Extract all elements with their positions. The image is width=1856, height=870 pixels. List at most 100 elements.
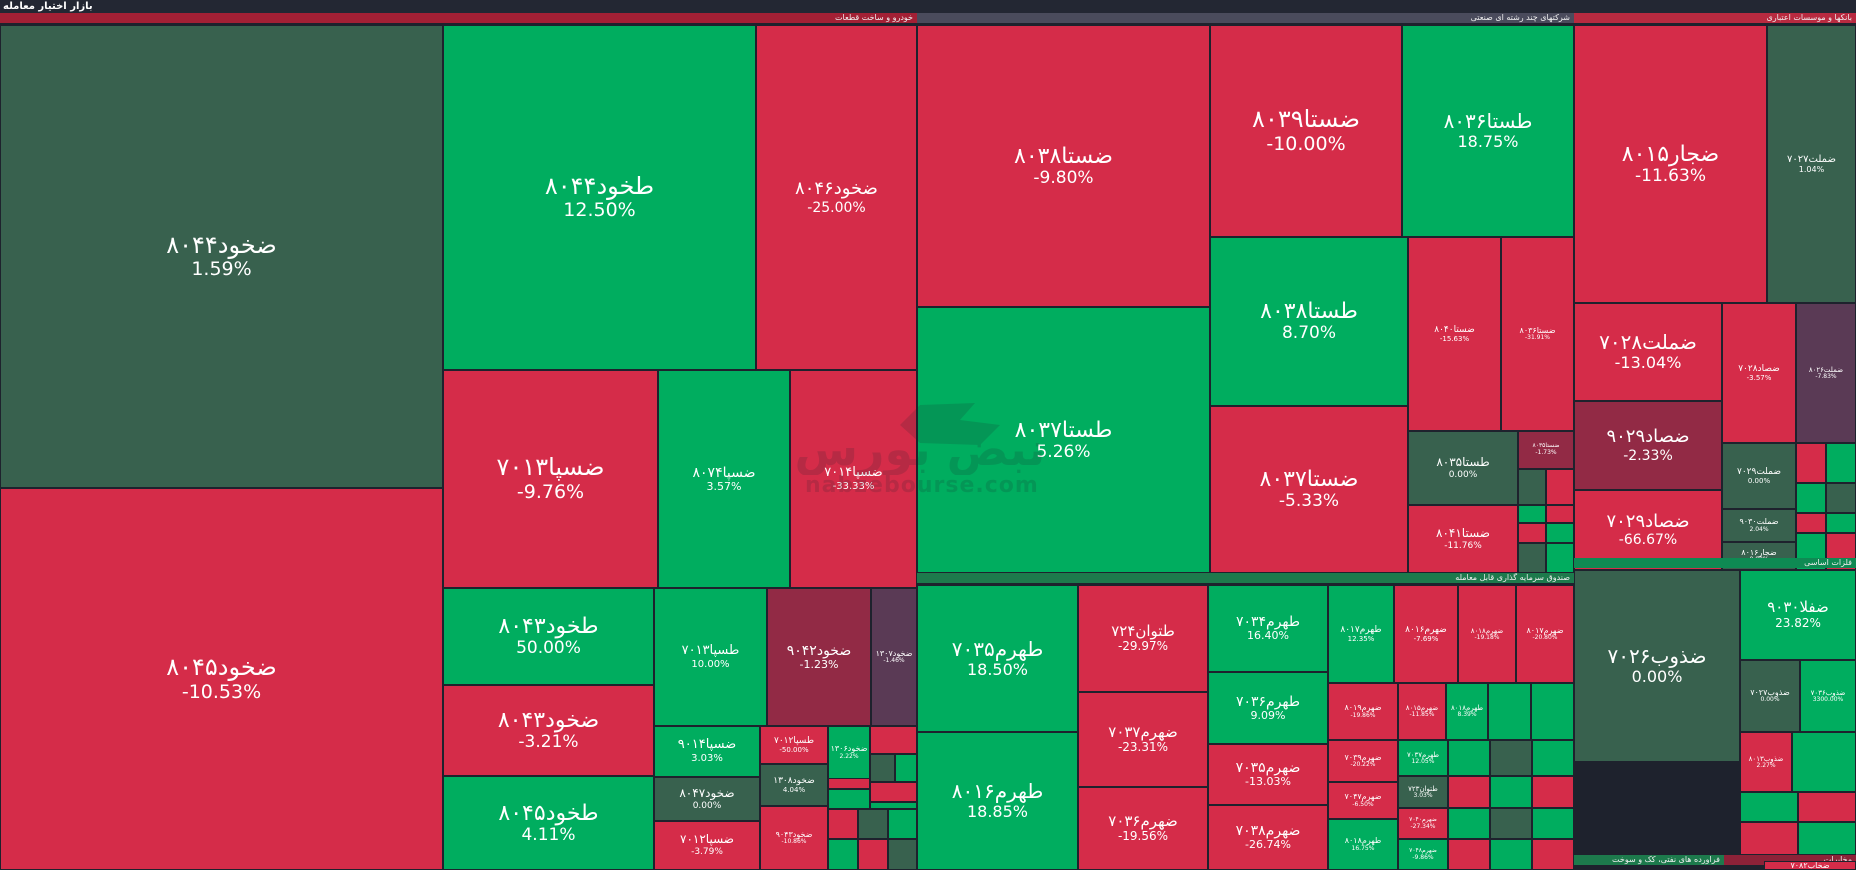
stock-tile[interactable]: ضصاد۷۰۲۸ -3.57% bbox=[1722, 303, 1796, 443]
stock-tile[interactable]: ضذوب۷۰۲۷ 0.00% bbox=[1740, 660, 1800, 732]
small-tile[interactable] bbox=[1546, 543, 1574, 573]
stock-tile[interactable]: ضستا۸۰۳۸ -9.80% bbox=[917, 25, 1210, 307]
stock-tile[interactable]: طخود۸۰۴۳ 50.00% bbox=[443, 588, 654, 685]
stock-tile[interactable]: طهرم۷۰۳۷ 12.05% bbox=[1398, 740, 1448, 776]
small-tile[interactable] bbox=[895, 754, 917, 782]
stock-tile[interactable]: طسپا۷۰۱۳ 10.00% bbox=[654, 588, 767, 726]
stock-tile[interactable]: ضستا۸۰۳۵ -1.73% bbox=[1518, 431, 1574, 469]
sector-title[interactable]: شرکتهای چند رشته ای صنعتی bbox=[917, 13, 1574, 23]
stock-tile[interactable]: ضصاد۷۰۲۹ -66.67% bbox=[1574, 490, 1722, 570]
small-tile[interactable] bbox=[870, 754, 895, 782]
stock-tile[interactable]: ضسپا۷۰۱۲ -3.79% bbox=[654, 821, 760, 870]
stock-tile[interactable]: ضذوب۷۰۳۶ 3300.00% bbox=[1800, 660, 1856, 732]
small-tile[interactable] bbox=[828, 839, 858, 870]
sector-title[interactable]: صندوق سرمایه گذاری قابل معامله bbox=[917, 573, 1574, 583]
stock-tile[interactable]: طستا۸۰۳۸ 8.70% bbox=[1210, 237, 1408, 406]
small-tile[interactable] bbox=[1798, 792, 1856, 822]
stock-tile[interactable]: طستا۸۰۳۶ 18.75% bbox=[1402, 25, 1574, 237]
small-tile[interactable] bbox=[828, 809, 858, 839]
stock-tile[interactable]: ضملت۹۰۳۰ 2.04% bbox=[1722, 509, 1796, 542]
stock-tile[interactable]: ضهرم۷۰۳۵ -13.03% bbox=[1208, 744, 1328, 805]
stock-tile[interactable]: ضهرم۸۰۱۸ -19.18% bbox=[1458, 585, 1516, 683]
small-tile[interactable] bbox=[1826, 483, 1856, 513]
stock-tile[interactable]: طهرم۸۰۱۷ 12.35% bbox=[1328, 585, 1394, 683]
stock-tile[interactable]: ضسپا۸۰۷۴ 3.57% bbox=[658, 370, 790, 588]
small-tile[interactable] bbox=[1448, 740, 1490, 776]
stock-tile[interactable]: ضهرم۸۰۱۵ -11.85% bbox=[1398, 683, 1446, 740]
stock-tile[interactable]: ضهرم۷۰۳۹ -20.22% bbox=[1328, 740, 1398, 782]
stock-tile[interactable]: ضسپا۷۰۱۳ -9.76% bbox=[443, 370, 658, 588]
stock-tile[interactable]: طستا۸۰۳۵ 0.00% bbox=[1408, 431, 1518, 505]
small-tile[interactable] bbox=[1448, 839, 1490, 870]
stock-tile[interactable]: ضخود۸۰۴۷ 0.00% bbox=[654, 777, 760, 821]
stock-tile[interactable]: ضملت۷۰۲۹ 0.00% bbox=[1722, 443, 1796, 509]
stock-tile[interactable]: طتوان۷۲۴ -29.97% bbox=[1078, 585, 1208, 692]
stock-tile[interactable]: طتوان۷۲۳ 3.03% bbox=[1398, 776, 1448, 808]
small-tile[interactable] bbox=[1531, 683, 1574, 740]
stock-tile[interactable]: طهرم۸۰۱۸ 16.75% bbox=[1328, 819, 1398, 870]
stock-tile[interactable]: ضملت۷۰۲۸ -13.04% bbox=[1574, 303, 1722, 401]
small-tile[interactable] bbox=[1796, 443, 1826, 483]
sector-title[interactable]: خودرو و ساخت قطعات bbox=[0, 13, 917, 23]
stock-tile[interactable]: طهرم۸۰۱۶ 18.85% bbox=[917, 732, 1078, 870]
small-tile[interactable] bbox=[888, 809, 917, 839]
stock-tile[interactable]: ضستا۸۰۴۰ -15.63% bbox=[1408, 237, 1501, 431]
small-tile[interactable] bbox=[1796, 513, 1826, 533]
stock-tile[interactable]: ضخود۱۳۰۶ 2.22% bbox=[828, 726, 870, 779]
stock-tile[interactable]: ضهرم۸۰۱۷ -20.80% bbox=[1516, 585, 1574, 683]
small-tile[interactable] bbox=[1546, 523, 1574, 543]
stock-tile[interactable]: طخود۸۰۴۴ 12.50% bbox=[443, 25, 756, 370]
stock-tile[interactable]: طهرم۷۰۳۴ 16.40% bbox=[1208, 585, 1328, 672]
small-tile[interactable] bbox=[858, 809, 888, 839]
small-tile[interactable] bbox=[1490, 808, 1532, 839]
stock-tile[interactable]: ضجار۸۰۱۵ -11.63% bbox=[1574, 25, 1767, 303]
small-tile[interactable] bbox=[870, 782, 917, 802]
stock-tile[interactable]: ضخود۸۰۴۶ -25.00% bbox=[756, 25, 917, 370]
sector-title[interactable]: بانکها و موسسات اعتباری bbox=[1574, 13, 1856, 23]
stock-tile[interactable]: ضهرم۷۰۳۸ -26.74% bbox=[1208, 805, 1328, 870]
stock-tile[interactable]: ضخود۱۳۰۸ 4.04% bbox=[760, 764, 828, 806]
small-tile[interactable] bbox=[1740, 792, 1798, 822]
stock-tile[interactable]: ضخود۹۰۴۳ -10.86% bbox=[760, 806, 828, 870]
stock-tile[interactable]: طسپا۷۰۱۲ -50.00% bbox=[760, 726, 828, 764]
small-tile[interactable] bbox=[858, 839, 888, 870]
small-tile[interactable] bbox=[1546, 469, 1574, 505]
sector-title[interactable]: فراورده های نفتی، کک و سوخت bbox=[1574, 855, 1724, 865]
stock-tile[interactable]: طهرم۷۰۳۵ 18.50% bbox=[917, 585, 1078, 732]
sector-title[interactable]: مخابرات bbox=[1724, 855, 1856, 865]
stock-tile[interactable]: ضستا۸۰۳۶ -31.91% bbox=[1501, 237, 1574, 431]
small-tile[interactable] bbox=[1448, 808, 1490, 839]
small-tile[interactable] bbox=[1488, 683, 1531, 740]
small-tile[interactable] bbox=[1490, 740, 1532, 776]
sector-title[interactable]: فلزات اساسی bbox=[1574, 558, 1856, 568]
stock-tile[interactable]: ضذوب۸۰۱۳ 2.27% bbox=[1740, 732, 1792, 792]
small-tile[interactable] bbox=[870, 726, 917, 754]
small-tile[interactable] bbox=[1518, 543, 1546, 573]
small-tile[interactable] bbox=[1532, 740, 1574, 776]
small-tile[interactable] bbox=[1448, 776, 1490, 808]
stock-tile[interactable]: ضهرم۷۰۴۰ -27.34% bbox=[1398, 808, 1448, 839]
small-tile[interactable] bbox=[1532, 776, 1574, 808]
stock-tile[interactable]: ضخود۸۰۴۵ -10.53% bbox=[0, 488, 443, 870]
stock-tile[interactable]: ضخود۱۳۰۷ -1.46% bbox=[871, 588, 917, 726]
stock-tile[interactable]: ضهرم۷۰۴۷ -6.50% bbox=[1328, 782, 1398, 819]
stock-tile[interactable]: ضهرم۸۰۱۹ -19.86% bbox=[1328, 683, 1398, 740]
small-tile[interactable] bbox=[1532, 839, 1574, 870]
stock-tile[interactable]: طهرم۷۰۳۶ 9.09% bbox=[1208, 672, 1328, 744]
small-tile[interactable] bbox=[1490, 776, 1532, 808]
stock-tile[interactable]: ضهرم۷۰۳۶ -19.56% bbox=[1078, 787, 1208, 870]
small-tile[interactable] bbox=[1546, 505, 1574, 523]
stock-tile[interactable]: ضسپا۹۰۱۴ 3.03% bbox=[654, 726, 760, 777]
stock-tile[interactable]: ضخود۸۰۴۴ 1.59% bbox=[0, 25, 443, 488]
stock-tile[interactable]: ضملت۷۰۲۷ 1.04% bbox=[1767, 25, 1856, 303]
stock-tile[interactable]: ضصاد۹۰۲۹ -2.33% bbox=[1574, 401, 1722, 490]
stock-tile[interactable]: ضسپا۷۰۱۴ -33.33% bbox=[790, 370, 917, 588]
small-tile[interactable] bbox=[1826, 513, 1856, 533]
stock-tile[interactable]: ضستا۸۰۳۹ -10.00% bbox=[1210, 25, 1402, 237]
small-tile[interactable] bbox=[1518, 523, 1546, 543]
stock-tile[interactable]: ضخود۸۰۴۳ -3.21% bbox=[443, 685, 654, 776]
small-tile[interactable] bbox=[1518, 469, 1546, 505]
stock-tile[interactable]: ضستا۸۰۴۱ -11.76% bbox=[1408, 505, 1518, 573]
small-tile[interactable] bbox=[1798, 822, 1856, 855]
small-tile[interactable] bbox=[1518, 505, 1546, 523]
